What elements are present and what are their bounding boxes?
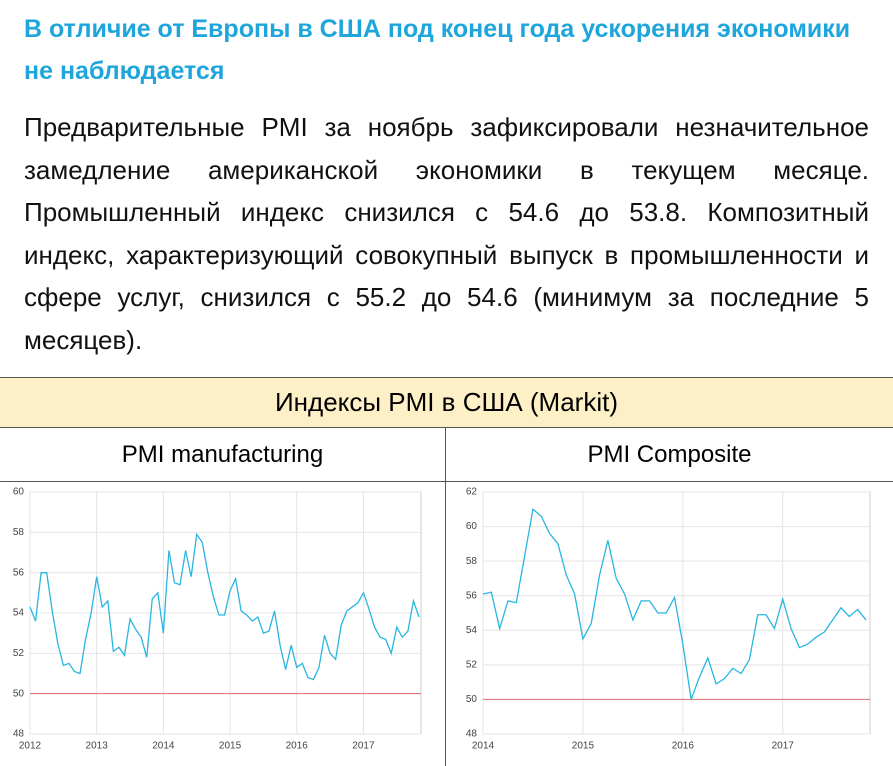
y-tick-label: 60 [466,521,478,532]
chart: 48 50 52 54 56 58 60 62 2014 2015 2016 2017 [466,487,871,752]
y-tick-label: 56 [466,590,478,601]
x-tick-label: 2017 [772,741,795,752]
x-tick-label: 2015 [219,741,242,752]
x-tick-label: 2016 [286,741,309,752]
column-header: PMI manufacturing [0,428,445,482]
y-tick-label: 60 [13,487,25,498]
y-tick-label: 48 [466,729,478,740]
x-tick-label: 2012 [19,741,42,752]
y-tick-label: 50 [466,694,478,705]
heading: В отличие от Европы в США под конец года… [24,15,851,85]
y-tick-label: 54 [13,608,25,619]
y-tick-label: 52 [13,648,25,659]
table: Индексы PMI в США (Markit) PMI manufactu… [0,377,893,766]
x-tick-label: 2014 [472,741,495,752]
chart: 48 50 52 54 56 58 60 2012 2013 2014 2015 2016 2017 [13,487,422,752]
y-tick-label: 58 [13,527,25,538]
y-tick-label: 56 [13,567,25,578]
table-title: Индексы PMI в США (Markit) [0,378,893,428]
y-tick-label: 50 [13,688,25,699]
paragraph: Предварительные PMI за ноябрь зафиксиров… [24,112,869,355]
y-tick-label: 58 [466,556,478,567]
y-tick-label: 62 [466,487,478,498]
y-tick-label: 48 [13,729,25,740]
divider [445,428,446,766]
line [29,532,420,681]
x-tick-label: 2015 [572,741,595,752]
x-tick-label: 2017 [352,741,375,752]
x-tick-label: 2013 [86,741,109,752]
x-tick-label: 2016 [672,741,695,752]
y-tick-label: 54 [466,625,478,636]
x-tick-label: 2014 [152,741,175,752]
plot-area [482,491,871,735]
column-header: PMI Composite [446,428,893,482]
line [482,508,867,700]
y-tick-label: 52 [466,659,478,670]
